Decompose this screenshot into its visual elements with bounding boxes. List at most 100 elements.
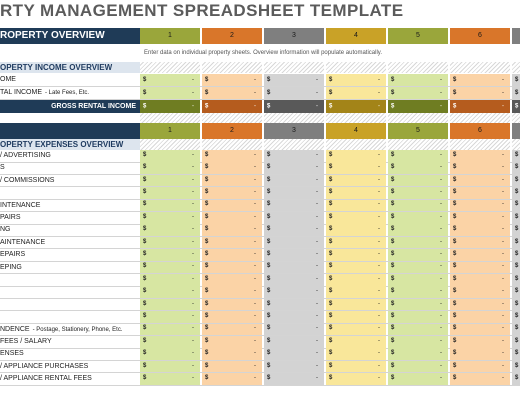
value-cell[interactable]: $- bbox=[326, 373, 386, 385]
value-cell[interactable]: $- bbox=[450, 336, 510, 348]
value-cell[interactable]: $- bbox=[202, 249, 262, 261]
value-cell[interactable]: $- bbox=[140, 74, 200, 86]
value-cell[interactable]: $- bbox=[264, 87, 324, 99]
value-cell[interactable]: $- bbox=[512, 336, 520, 348]
value-cell[interactable]: $- bbox=[388, 150, 448, 162]
value-cell[interactable]: $- bbox=[202, 212, 262, 224]
value-cell[interactable]: $- bbox=[264, 274, 324, 286]
value-cell[interactable]: $- bbox=[140, 249, 200, 261]
value-cell[interactable]: $- bbox=[326, 236, 386, 249]
value-cell[interactable]: $- bbox=[512, 261, 520, 274]
value-cell[interactable]: $- bbox=[264, 286, 324, 298]
value-cell[interactable]: $- bbox=[264, 360, 324, 373]
value-cell[interactable]: $- bbox=[388, 236, 448, 249]
value-cell[interactable]: $- bbox=[450, 162, 510, 174]
value-cell[interactable]: $- bbox=[450, 274, 510, 286]
value-cell[interactable]: $- bbox=[512, 236, 520, 249]
value-cell[interactable]: $- bbox=[388, 360, 448, 373]
value-cell[interactable]: $- bbox=[512, 360, 520, 373]
value-cell[interactable]: $- bbox=[512, 74, 520, 86]
value-cell[interactable]: $- bbox=[264, 224, 324, 236]
value-cell[interactable]: $- bbox=[388, 249, 448, 261]
value-cell[interactable]: $- bbox=[388, 298, 448, 311]
value-cell[interactable]: $- bbox=[388, 274, 448, 286]
value-cell[interactable]: $- bbox=[264, 187, 324, 199]
value-cell[interactable]: $- bbox=[202, 360, 262, 373]
value-cell[interactable]: $- bbox=[450, 323, 510, 336]
value-cell[interactable]: $- bbox=[140, 261, 200, 274]
value-cell[interactable]: $- bbox=[512, 199, 520, 212]
value-cell[interactable]: $- bbox=[326, 286, 386, 298]
value-cell[interactable]: $- bbox=[202, 199, 262, 212]
value-cell[interactable]: $- bbox=[140, 373, 200, 385]
value-cell[interactable]: $- bbox=[202, 311, 262, 323]
value-cell[interactable]: $- bbox=[512, 150, 520, 162]
value-cell[interactable]: $- bbox=[140, 311, 200, 323]
value-cell[interactable]: $- bbox=[140, 187, 200, 199]
value-cell[interactable]: $- bbox=[202, 187, 262, 199]
value-cell[interactable]: $- bbox=[512, 274, 520, 286]
value-cell[interactable]: $- bbox=[264, 323, 324, 336]
value-cell[interactable]: $- bbox=[388, 373, 448, 385]
value-cell[interactable]: $- bbox=[388, 174, 448, 187]
value-cell[interactable]: $- bbox=[264, 74, 324, 86]
value-cell[interactable]: $- bbox=[450, 150, 510, 162]
value-cell[interactable]: $- bbox=[512, 174, 520, 187]
value-cell[interactable]: $- bbox=[450, 174, 510, 187]
value-cell[interactable]: $- bbox=[388, 74, 448, 86]
value-cell[interactable]: $- bbox=[202, 336, 262, 348]
value-cell[interactable]: $- bbox=[140, 236, 200, 249]
value-cell[interactable]: $- bbox=[512, 298, 520, 311]
value-cell[interactable]: $- bbox=[202, 87, 262, 99]
value-cell[interactable]: $- bbox=[140, 162, 200, 174]
value-cell[interactable]: $- bbox=[264, 174, 324, 187]
value-cell[interactable]: $- bbox=[202, 150, 262, 162]
value-cell[interactable]: $- bbox=[202, 298, 262, 311]
value-cell[interactable]: $- bbox=[326, 150, 386, 162]
value-cell[interactable]: $- bbox=[450, 286, 510, 298]
value-cell[interactable]: $- bbox=[326, 199, 386, 212]
value-cell[interactable]: $- bbox=[264, 212, 324, 224]
value-cell[interactable]: $- bbox=[450, 298, 510, 311]
value-cell[interactable]: $- bbox=[264, 373, 324, 385]
value-cell[interactable]: $- bbox=[326, 348, 386, 360]
value-cell[interactable]: $- bbox=[264, 150, 324, 162]
value-cell[interactable]: $- bbox=[326, 162, 386, 174]
value-cell[interactable]: $- bbox=[388, 224, 448, 236]
value-cell[interactable]: $- bbox=[326, 74, 386, 86]
value-cell[interactable]: $- bbox=[264, 199, 324, 212]
value-cell[interactable]: $- bbox=[326, 298, 386, 311]
value-cell[interactable]: $- bbox=[202, 224, 262, 236]
value-cell[interactable]: $- bbox=[326, 249, 386, 261]
value-cell[interactable]: $- bbox=[202, 236, 262, 249]
value-cell[interactable]: $- bbox=[140, 348, 200, 360]
value-cell[interactable]: $- bbox=[450, 236, 510, 249]
value-cell[interactable]: $- bbox=[388, 87, 448, 99]
value-cell[interactable]: $- bbox=[264, 348, 324, 360]
value-cell[interactable]: $- bbox=[202, 261, 262, 274]
value-cell[interactable]: $- bbox=[140, 336, 200, 348]
value-cell[interactable]: $- bbox=[264, 261, 324, 274]
value-cell[interactable]: $- bbox=[512, 87, 520, 99]
value-cell[interactable]: $- bbox=[388, 261, 448, 274]
value-cell[interactable]: $- bbox=[202, 286, 262, 298]
value-cell[interactable]: $- bbox=[140, 323, 200, 336]
value-cell[interactable]: $- bbox=[264, 311, 324, 323]
value-cell[interactable]: $- bbox=[388, 336, 448, 348]
value-cell[interactable]: $- bbox=[326, 87, 386, 99]
value-cell[interactable]: $- bbox=[202, 373, 262, 385]
value-cell[interactable]: $- bbox=[450, 249, 510, 261]
value-cell[interactable]: $- bbox=[326, 323, 386, 336]
value-cell[interactable]: $- bbox=[512, 212, 520, 224]
value-cell[interactable]: $- bbox=[140, 150, 200, 162]
value-cell[interactable]: $- bbox=[264, 162, 324, 174]
value-cell[interactable]: $- bbox=[450, 87, 510, 99]
value-cell[interactable]: $- bbox=[326, 261, 386, 274]
value-cell[interactable]: $- bbox=[388, 323, 448, 336]
value-cell[interactable]: $- bbox=[202, 323, 262, 336]
value-cell[interactable]: $- bbox=[388, 187, 448, 199]
value-cell[interactable]: $- bbox=[326, 187, 386, 199]
value-cell[interactable]: $- bbox=[512, 249, 520, 261]
value-cell[interactable]: $- bbox=[388, 286, 448, 298]
value-cell[interactable]: $- bbox=[140, 298, 200, 311]
